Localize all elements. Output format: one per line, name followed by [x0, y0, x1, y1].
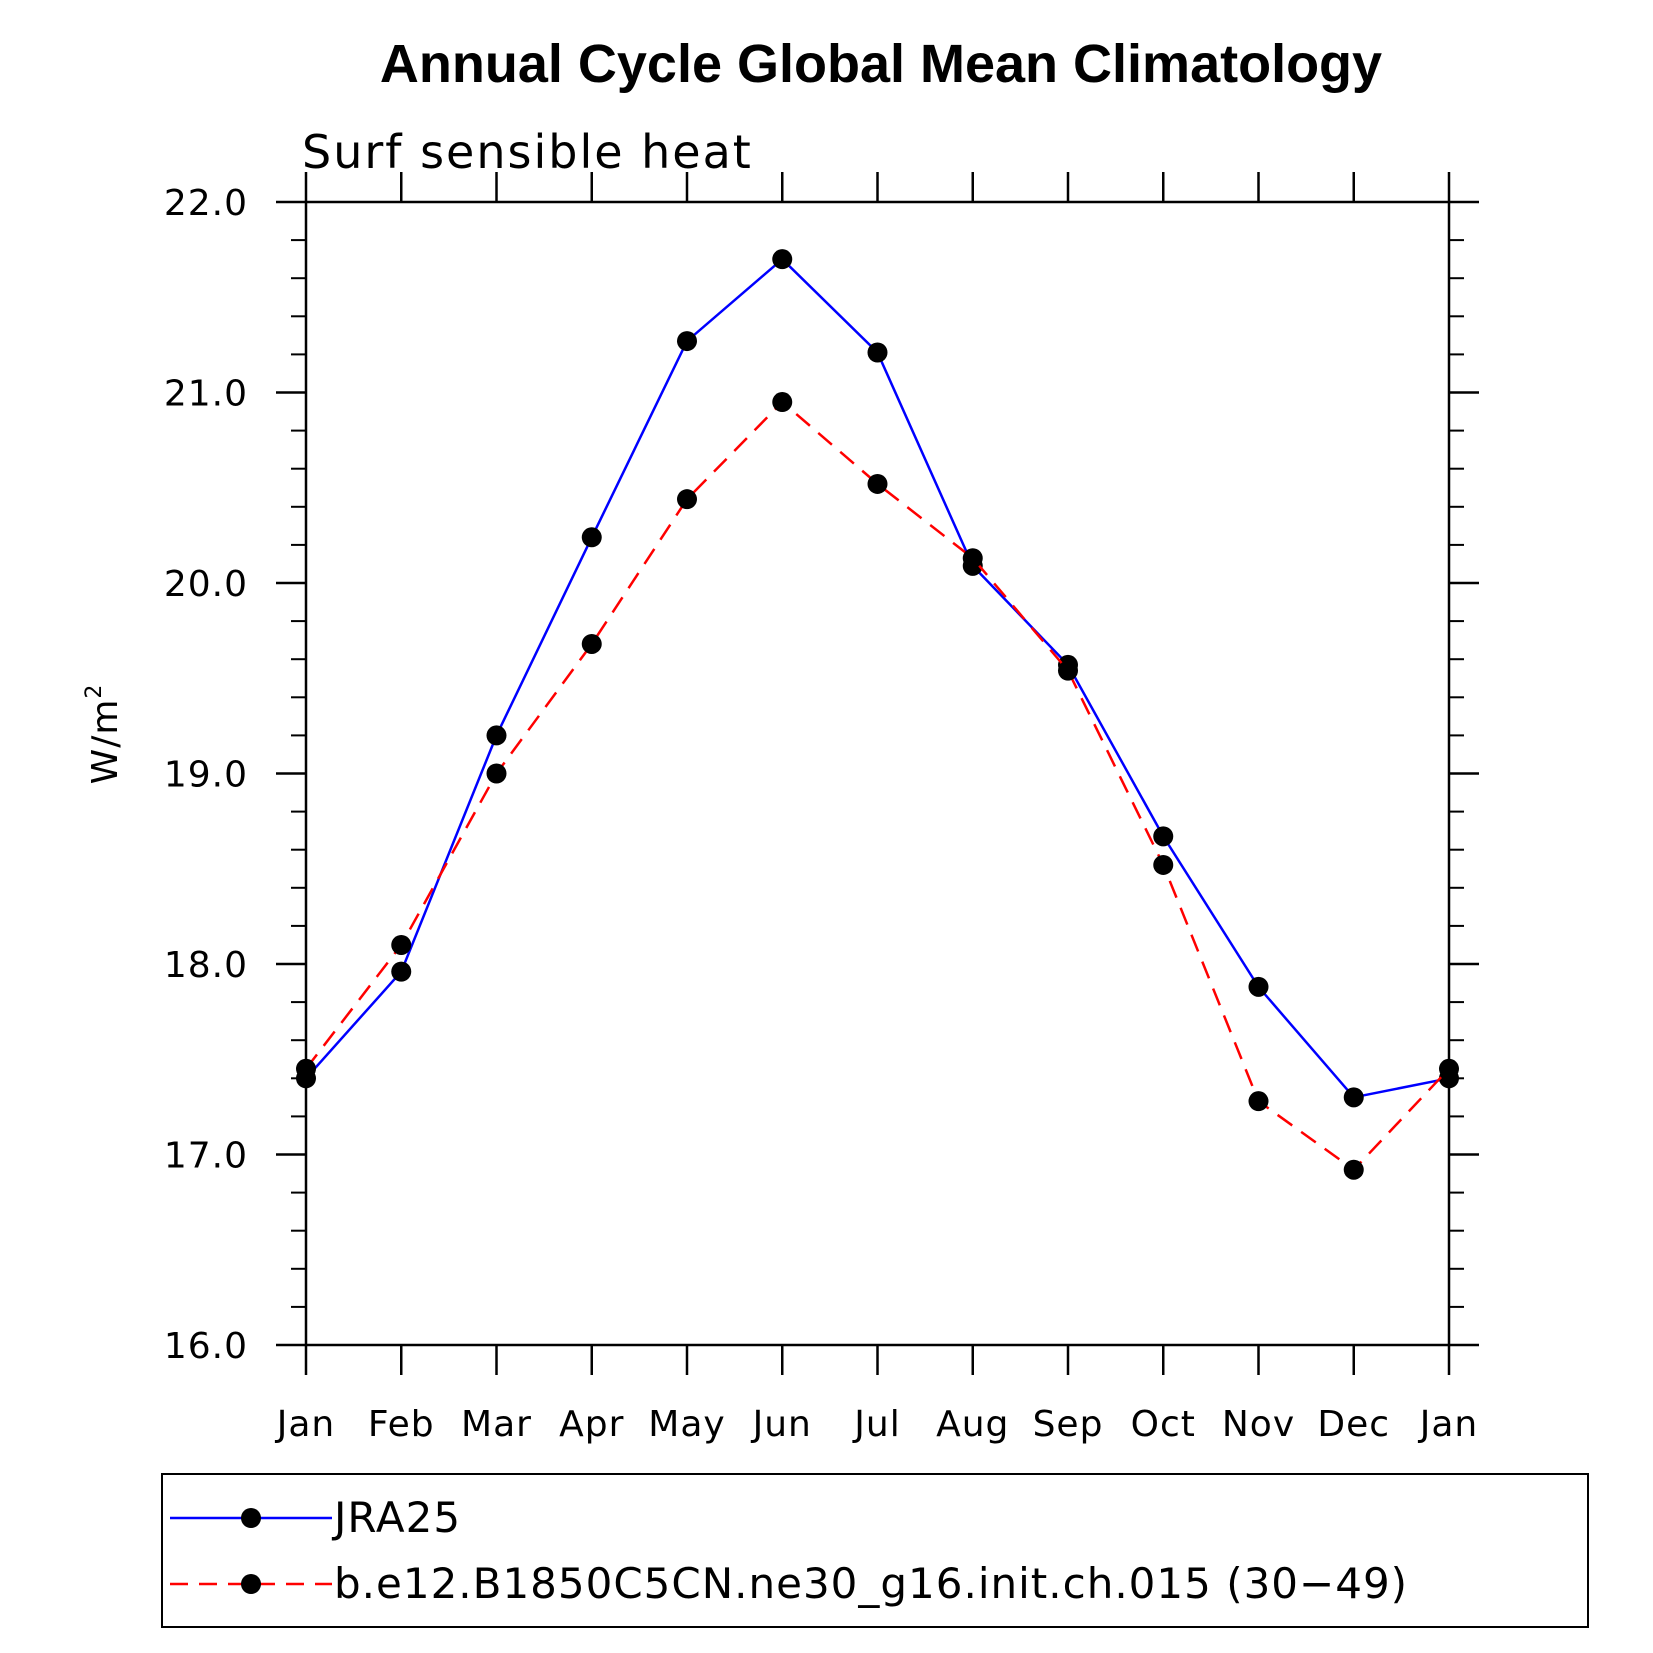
legend-marker-model [241, 1574, 261, 1594]
data-point [772, 249, 793, 270]
data-point [867, 473, 888, 494]
data-point [391, 961, 412, 982]
data-point [867, 342, 888, 363]
y-tick-label: 21.0 [164, 374, 248, 415]
chart-subtitle: Surf sensible heat [302, 125, 753, 179]
data-point [962, 548, 983, 569]
data-point [772, 392, 793, 413]
data-point [296, 1058, 316, 1079]
x-tick-label: Feb [368, 1404, 435, 1445]
data-point [1153, 826, 1174, 847]
legend-box [161, 1473, 1589, 1628]
data-point [677, 489, 697, 510]
x-tick-label: Aug [936, 1404, 1009, 1445]
y-tick-label: 19.0 [164, 755, 248, 796]
x-tick-label: Oct [1131, 1404, 1196, 1445]
data-point [677, 331, 697, 352]
data-point [486, 763, 507, 784]
y-axis-label: W/m2 [82, 684, 126, 785]
x-tick-label: Jul [852, 1404, 900, 1445]
series-jra25 [296, 249, 1459, 1108]
axis-ticks [276, 172, 1479, 1375]
x-tick-label: Jan [1418, 1404, 1479, 1445]
data-point [581, 527, 602, 548]
plot-axes [304, 200, 1451, 1347]
data-point [581, 633, 602, 654]
y-axis-label-base: W/m [85, 699, 126, 785]
y-tick-label: 18.0 [164, 945, 248, 986]
x-axis-labels: Jan Feb Mar Apr May Jun Jul Aug Sep Oct Nov Dec Jan [275, 1404, 1479, 1445]
data-point [1439, 1058, 1459, 1079]
plot-frame [304, 200, 1451, 1347]
y-tick-label: 17.0 [164, 1136, 248, 1177]
legend-label-jra25: JRA25 [331, 1493, 461, 1542]
x-tick-label: Nov [1222, 1404, 1295, 1445]
x-tick-label: Jan [275, 1404, 336, 1445]
data-point [486, 725, 507, 746]
y-axis-label-superscript: 2 [82, 684, 107, 699]
legend-marker-jra25 [241, 1508, 261, 1528]
data-series [296, 249, 1459, 1180]
x-tick-label: Jun [751, 1404, 812, 1445]
legend-label-model: b.e12.B1850C5CN.ne30_g16.init.ch.015 (30… [334, 1559, 1408, 1608]
x-tick-label: Dec [1317, 1404, 1390, 1445]
x-tick-label: Sep [1033, 1404, 1104, 1445]
data-point [1343, 1159, 1364, 1180]
series-line [305, 257, 1450, 1099]
data-point [1248, 976, 1269, 997]
data-point [391, 934, 412, 955]
chart-title: Annual Cycle Global Mean Climatology [380, 34, 1382, 94]
y-tick-label: 20.0 [164, 564, 248, 605]
x-tick-label: Mar [461, 1404, 532, 1445]
data-point [1153, 854, 1174, 875]
data-point [1248, 1091, 1269, 1112]
data-point [1343, 1087, 1364, 1108]
data-point [1058, 660, 1078, 681]
y-tick-label: 16.0 [164, 1326, 248, 1367]
y-tick-label: 22.0 [164, 183, 248, 224]
x-tick-label: Apr [559, 1404, 624, 1445]
y-axis-labels: 16.0 17.0 18.0 19.0 20.0 21.0 22.0 [164, 183, 248, 1367]
x-tick-label: May [648, 1404, 725, 1445]
series-model [296, 392, 1459, 1180]
legend: JRA25 b.e12.B1850C5CN.ne30_g16.init.ch.0… [161, 1473, 1589, 1628]
